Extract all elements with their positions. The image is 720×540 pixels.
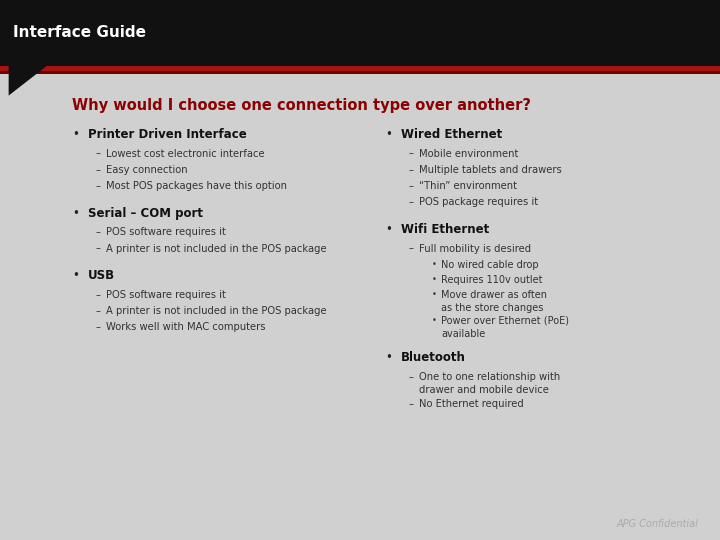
Text: –: – <box>95 306 100 316</box>
Text: •: • <box>72 269 79 282</box>
Text: –: – <box>408 244 413 254</box>
Text: –: – <box>408 399 413 409</box>
Text: No Ethernet required: No Ethernet required <box>419 399 523 409</box>
Text: POS software requires it: POS software requires it <box>106 227 225 238</box>
Text: Wifi Ethernet: Wifi Ethernet <box>401 223 490 236</box>
Text: Easy connection: Easy connection <box>106 165 187 175</box>
Text: Why would I choose one connection type over another?: Why would I choose one connection type o… <box>72 98 531 113</box>
Text: Full mobility is desired: Full mobility is desired <box>419 244 531 254</box>
Text: Move drawer as often: Move drawer as often <box>441 290 547 300</box>
Text: No wired cable drop: No wired cable drop <box>441 260 539 270</box>
Text: •: • <box>432 275 437 284</box>
Text: POS software requires it: POS software requires it <box>106 290 225 300</box>
Text: Power over Ethernet (PoE): Power over Ethernet (PoE) <box>441 316 570 326</box>
Text: –: – <box>408 181 413 191</box>
Text: –: – <box>95 322 100 333</box>
Text: •: • <box>432 316 437 325</box>
Text: drawer and mobile device: drawer and mobile device <box>419 386 549 395</box>
Text: •: • <box>432 290 437 299</box>
Text: Multiple tablets and drawers: Multiple tablets and drawers <box>419 165 562 175</box>
Text: •: • <box>385 128 392 141</box>
Text: •: • <box>432 260 437 269</box>
Text: A printer is not included in the POS package: A printer is not included in the POS pac… <box>106 306 326 316</box>
Text: –: – <box>95 290 100 300</box>
Text: Serial – COM port: Serial – COM port <box>88 207 203 220</box>
Text: –: – <box>408 165 413 175</box>
Text: •: • <box>72 207 79 220</box>
Text: POS package requires it: POS package requires it <box>419 197 538 207</box>
Text: Mobile environment: Mobile environment <box>419 148 518 159</box>
Text: –: – <box>95 165 100 175</box>
Text: USB: USB <box>88 269 115 282</box>
Text: as the store changes: as the store changes <box>441 303 544 313</box>
Text: APG Confidential: APG Confidential <box>616 519 698 529</box>
Text: •: • <box>385 351 392 364</box>
Text: •: • <box>385 223 392 236</box>
Text: Requires 110v outlet: Requires 110v outlet <box>441 275 543 285</box>
Text: –: – <box>95 244 100 254</box>
Text: Bluetooth: Bluetooth <box>401 351 466 364</box>
Text: –: – <box>95 227 100 238</box>
Text: –: – <box>95 181 100 191</box>
Text: Works well with MAC computers: Works well with MAC computers <box>106 322 266 333</box>
Text: •: • <box>72 128 79 141</box>
Text: Interface Guide: Interface Guide <box>13 25 146 40</box>
Text: available: available <box>441 328 485 339</box>
Text: One to one relationship with: One to one relationship with <box>419 372 560 382</box>
Text: Wired Ethernet: Wired Ethernet <box>401 128 503 141</box>
Text: A printer is not included in the POS package: A printer is not included in the POS pac… <box>106 244 326 254</box>
Text: –: – <box>408 148 413 159</box>
Text: Lowest cost electronic interface: Lowest cost electronic interface <box>106 148 264 159</box>
Text: Most POS packages have this option: Most POS packages have this option <box>106 181 287 191</box>
Text: –: – <box>408 197 413 207</box>
Text: –: – <box>408 372 413 382</box>
Text: –: – <box>95 148 100 159</box>
Text: Printer Driven Interface: Printer Driven Interface <box>88 128 246 141</box>
Text: “Thin” environment: “Thin” environment <box>419 181 517 191</box>
